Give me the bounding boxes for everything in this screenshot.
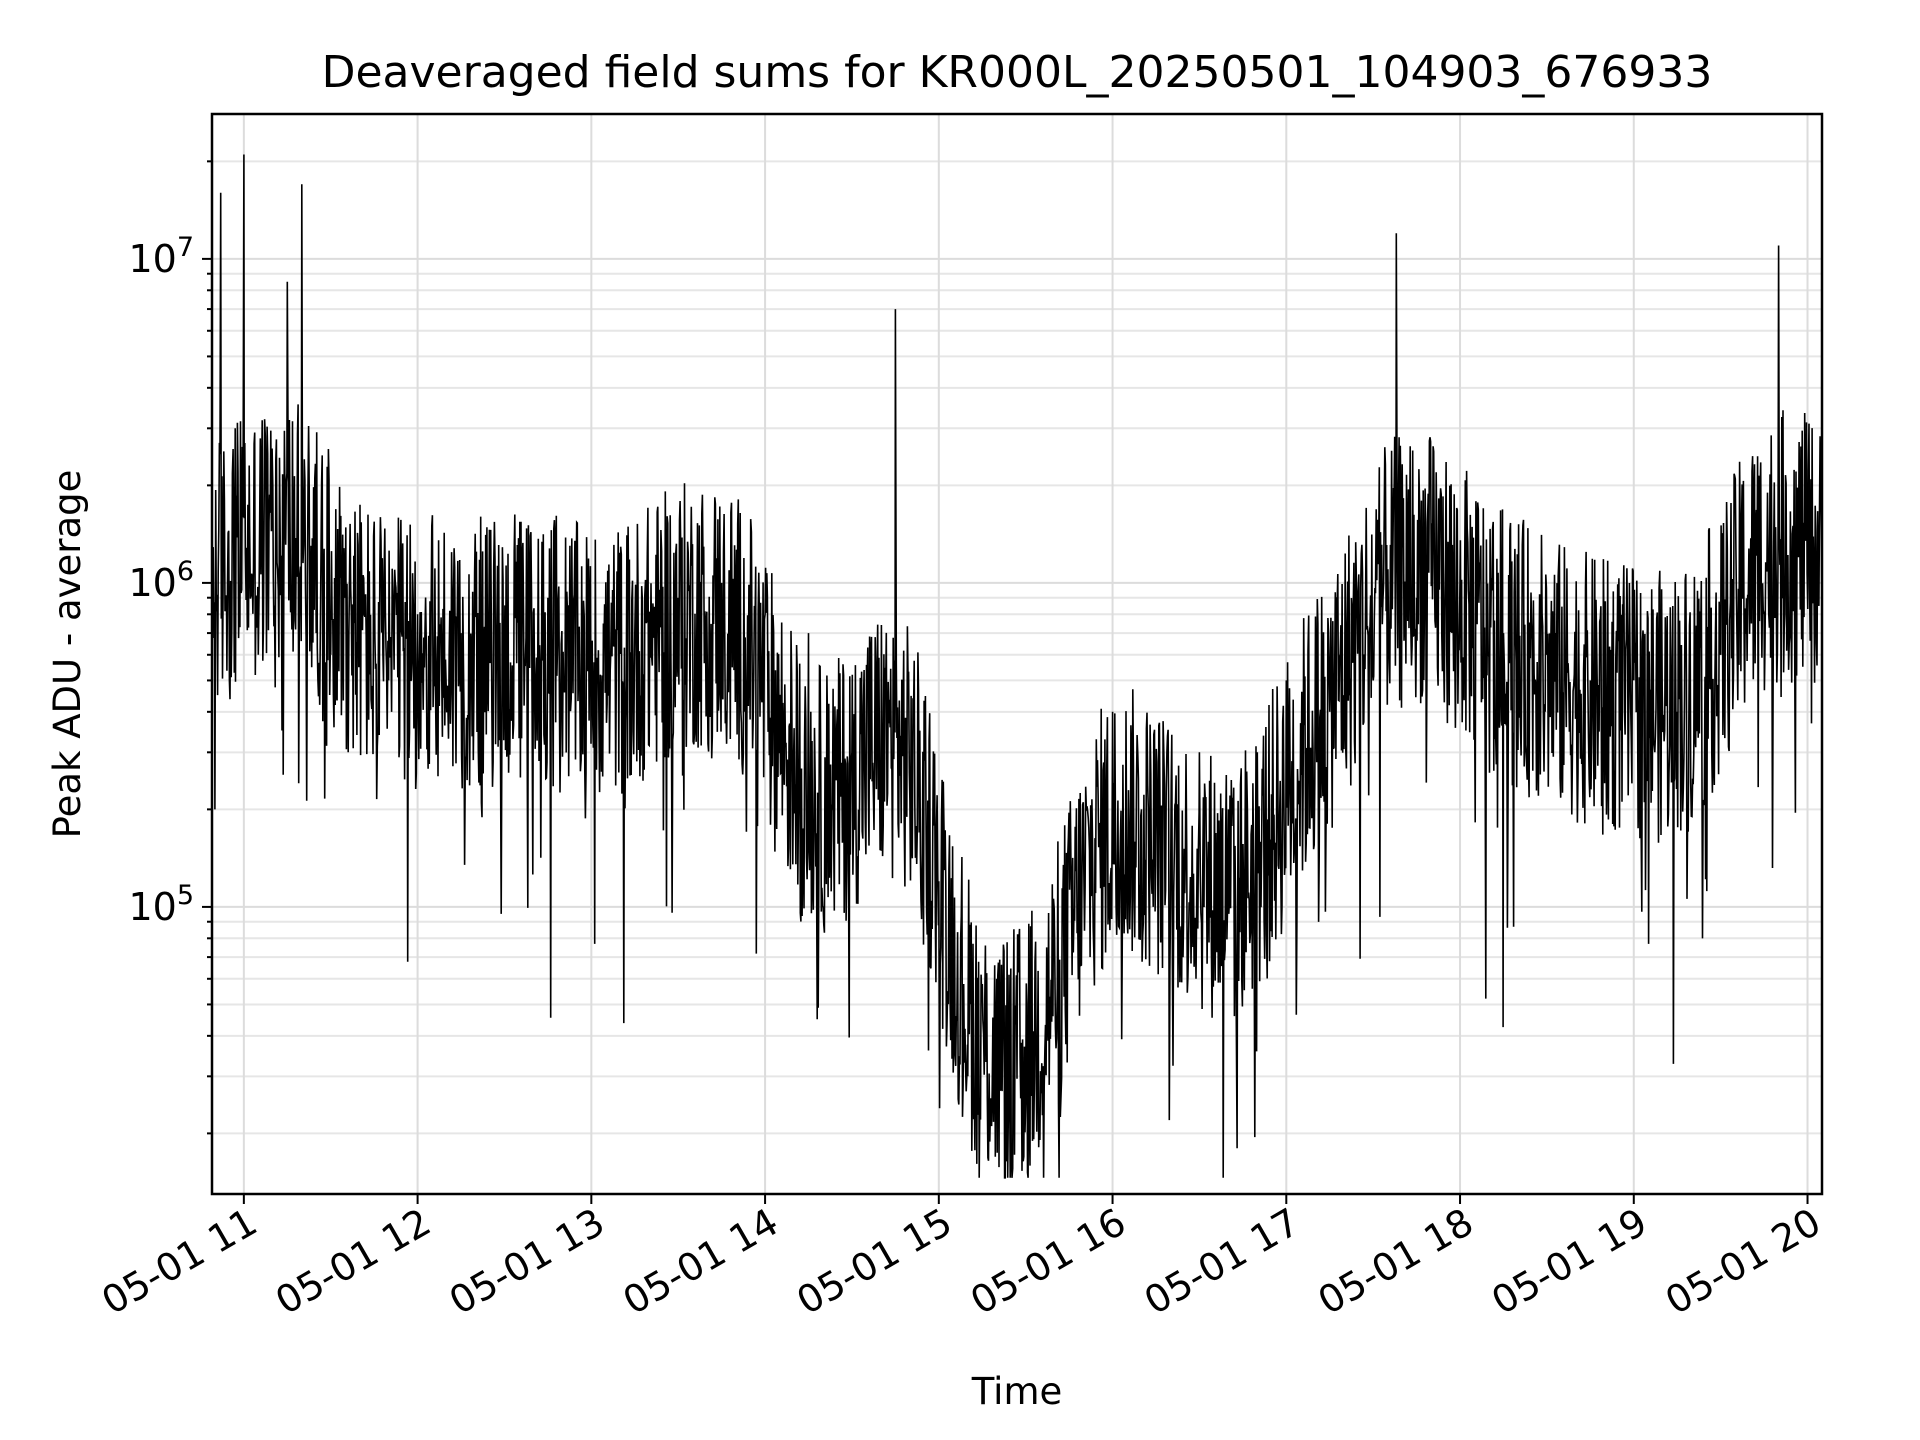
y-axis-label: Peak ADU - average — [46, 470, 89, 839]
y-tick-exponent: 6 — [177, 556, 194, 587]
x-tick-label: 05-01 12 — [268, 1200, 438, 1324]
x-tick-label: 05-01 20 — [1658, 1200, 1828, 1324]
series-line — [211, 154, 1823, 1179]
y-tick-label: 105 — [128, 880, 194, 929]
y-tick-exponent: 7 — [177, 232, 194, 263]
x-tick-label: 05-01 15 — [789, 1200, 959, 1324]
x-tick-label: 05-01 14 — [616, 1200, 786, 1324]
x-tick-label: 05-01 19 — [1484, 1200, 1654, 1324]
x-tick-label: 05-01 18 — [1311, 1200, 1481, 1324]
x-tick-label: 05-01 11 — [94, 1200, 264, 1324]
y-tick-base: 10 — [128, 885, 176, 929]
y-tick-exponent: 5 — [177, 880, 194, 911]
x-tick-label: 05-01 16 — [963, 1200, 1133, 1324]
y-tick-label: 106 — [128, 556, 194, 605]
x-axis-label: Time — [971, 1370, 1063, 1413]
y-tick-label: 107 — [128, 232, 194, 281]
x-tick-label: 05-01 17 — [1137, 1200, 1307, 1324]
y-tick-base: 10 — [128, 561, 176, 605]
y-tick-base: 10 — [128, 237, 176, 281]
x-tick-label: 05-01 13 — [442, 1200, 612, 1324]
chart-title: Deaveraged field sums for KR000L_2025050… — [322, 47, 1713, 98]
series-layer — [211, 154, 1823, 1179]
